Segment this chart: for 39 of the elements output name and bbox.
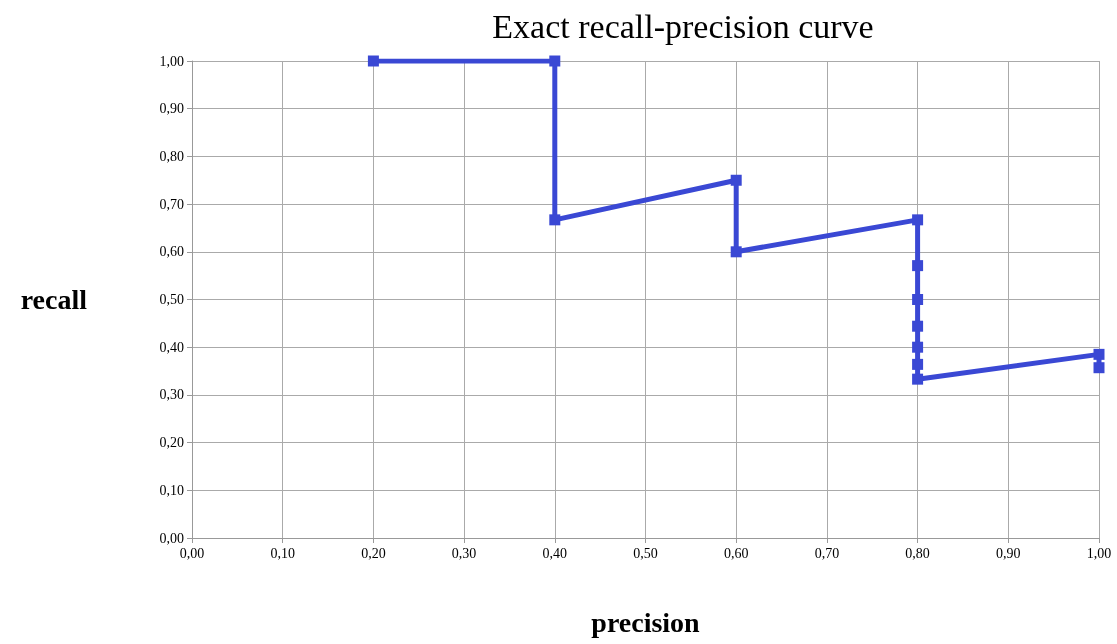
x-tick-label: 1,00	[1086, 545, 1112, 561]
point	[730, 246, 742, 258]
y-tick-label: 0,50	[159, 292, 184, 307]
point	[912, 294, 924, 305]
x-tick-label: 0,50	[633, 545, 658, 561]
point	[912, 373, 924, 385]
y-tick-label: 0,70	[159, 196, 184, 212]
point	[367, 55, 379, 67]
point	[549, 214, 561, 226]
x-tick-label: 0,90	[996, 545, 1021, 561]
point	[730, 174, 742, 186]
point	[912, 260, 924, 272]
point	[549, 55, 561, 67]
point	[1093, 362, 1105, 374]
y-tick-label: 0,60	[159, 244, 184, 260]
point	[912, 341, 924, 353]
y-tick-label: 0,90	[159, 101, 184, 117]
point	[912, 214, 924, 226]
x-tick-label: 0,70	[814, 545, 840, 561]
y-tick-label: 0,00	[159, 530, 184, 546]
point	[1093, 348, 1105, 360]
x-tick-label: 0,10	[270, 545, 295, 561]
y-tick-label: 0,80	[159, 148, 184, 164]
x-axis-title: precision	[591, 606, 701, 638]
x-tick-label: 0,80	[905, 545, 930, 561]
x-tick-label: 0,20	[361, 545, 386, 561]
y-tick-label: 0,20	[159, 435, 184, 451]
point	[912, 320, 924, 332]
x-tick-label: 0,60	[723, 545, 749, 561]
y-axis-title: recall	[20, 284, 88, 315]
x-tick-label: 0,30	[451, 545, 477, 561]
y-tick-label: 0,40	[159, 339, 184, 355]
y-tick-label: 1,00	[159, 53, 184, 69]
x-tick-label: 0,40	[542, 545, 568, 561]
x-tick-label: 0,00	[179, 545, 205, 561]
y-tick-label: 0,30	[159, 387, 184, 403]
point	[912, 358, 924, 370]
chart-title: Exact recall-precision curve	[492, 7, 874, 45]
y-tick-label: 0,10	[159, 482, 184, 498]
